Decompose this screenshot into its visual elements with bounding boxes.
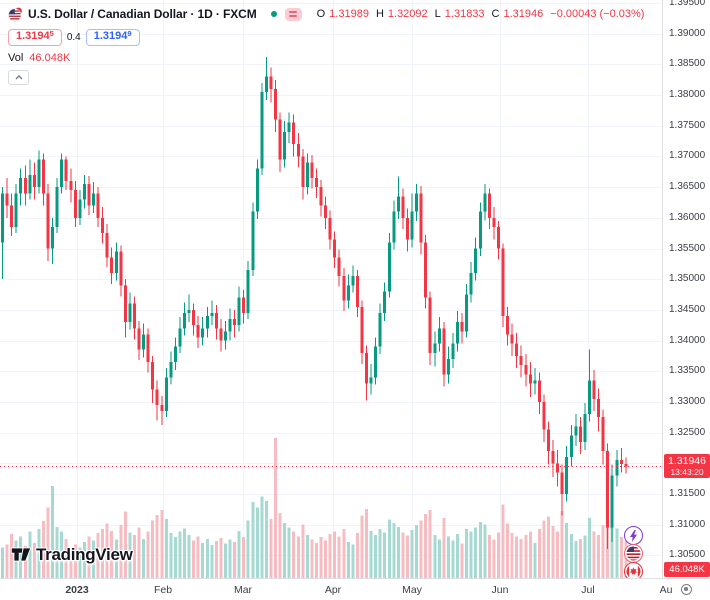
time-axis-label[interactable]: 2023 (65, 584, 89, 596)
tradingview-wordmark: TradingView (36, 544, 133, 564)
volume-indicator-row[interactable]: Vol 46.048K (8, 52, 647, 64)
sell-bid-button[interactable]: 1.3194 5 (8, 29, 62, 46)
price-axis-label: 1.31500 (669, 487, 706, 499)
volume-badge: 46.048K (664, 562, 710, 577)
price-axis-label: 1.33000 (669, 395, 706, 407)
time-axis-label[interactable]: Au (659, 584, 673, 596)
high-label: H (375, 8, 384, 20)
price-axis-label: 1.34000 (669, 334, 706, 346)
delayed-data-icon[interactable] (284, 7, 302, 21)
bid-price: 1.3194 (16, 30, 50, 42)
price-axis-label: 1.30500 (669, 549, 706, 561)
open-value: 1.31989 (329, 8, 369, 20)
buy-ask-button[interactable]: 1.3194 9 (85, 29, 140, 46)
tradingview-logo-link[interactable]: TradingView (10, 544, 133, 565)
lightning-bolt-icon (630, 529, 637, 542)
bar-countdown: 13:43:20 (670, 466, 704, 477)
price-axis[interactable]: 1.39500 1.39000 1.38500 1.38000 1.37500 1.370… (662, 0, 710, 578)
ask-price: 1.3194 (93, 30, 128, 42)
price-axis-label: 1.39500 (669, 0, 706, 9)
close-value: 1.31946 (503, 8, 544, 20)
volume-value: 46.048K (29, 52, 71, 64)
candlestick-chart[interactable] (0, 0, 662, 578)
price-axis-label: 1.34500 (669, 303, 706, 315)
time-axis-label[interactable]: Apr (324, 584, 342, 596)
bid-pip: 5 (49, 29, 54, 38)
price-axis-label: 1.33500 (669, 365, 706, 377)
high-value: 1.32092 (387, 8, 428, 20)
axis-corner-button[interactable] (662, 578, 710, 600)
ohlc-values: O 1.31989 H 1.32092 L 1.31833 C 1.31946 −0.0… (317, 8, 648, 20)
time-axis-label[interactable]: May (402, 584, 422, 596)
price-axis-label: 1.32500 (669, 426, 706, 438)
time-axis-label[interactable]: Mar (233, 584, 253, 596)
tradingview-mark-icon (10, 547, 31, 562)
collapse-legend-button[interactable] (8, 70, 29, 85)
legend: U.S. Dollar / Canadian Dollar · 1D · FXC… (8, 6, 647, 85)
quick-trade-buttons (624, 526, 643, 578)
market-open-dot[interactable] (270, 11, 277, 17)
price-axis-label: 1.38000 (669, 89, 706, 101)
us-flag-icon (626, 546, 641, 561)
open-label: O (316, 8, 326, 20)
price-axis-label: 1.39000 (669, 27, 706, 39)
usd-flag-button[interactable] (624, 544, 643, 563)
price-axis-label: 1.37500 (669, 119, 706, 131)
last-price-value: 1.31946 (668, 454, 706, 467)
time-axis-label[interactable]: Jul (581, 584, 595, 596)
price-axis-label: 1.35000 (669, 273, 706, 285)
close-label: C (491, 8, 500, 20)
canada-flag-icon (626, 564, 641, 578)
symbol-title[interactable]: U.S. Dollar / Canadian Dollar · 1D · FXC… (28, 7, 257, 21)
usdcad-pair-flag-icon (8, 7, 23, 22)
instant-order-bolt-button[interactable] (624, 526, 643, 545)
volume-label: Vol (8, 52, 24, 64)
low-label: L (434, 8, 441, 20)
price-axis-label: 1.35500 (669, 242, 706, 254)
time-axis[interactable]: 2023 Feb Mar Apr May Jun Jul Au (0, 578, 710, 600)
time-axis-label[interactable]: Jun (491, 584, 509, 596)
price-axis-label: 1.37000 (669, 150, 706, 162)
price-axis-label: 1.36500 (669, 181, 706, 193)
low-value: 1.31833 (444, 8, 485, 20)
scope-target-icon (680, 583, 692, 595)
price-axis-label: 1.31000 (669, 518, 706, 530)
price-axis-label: 1.36000 (669, 211, 706, 223)
time-axis-label[interactable]: Feb (153, 584, 173, 596)
chevron-up-icon (15, 75, 22, 80)
price-axis-label: 1.38500 (669, 58, 706, 70)
chart-pane[interactable]: U.S. Dollar / Canadian Dollar · 1D · FXC… (0, 0, 662, 578)
change-value: −0.00043 (−0.03%) (550, 8, 645, 20)
cad-flag-button[interactable] (624, 562, 643, 578)
ask-pip: 9 (127, 29, 132, 38)
spread-value: 0.4 (66, 32, 81, 43)
last-price-badge: 1.31946 13:43:20 (664, 453, 710, 478)
